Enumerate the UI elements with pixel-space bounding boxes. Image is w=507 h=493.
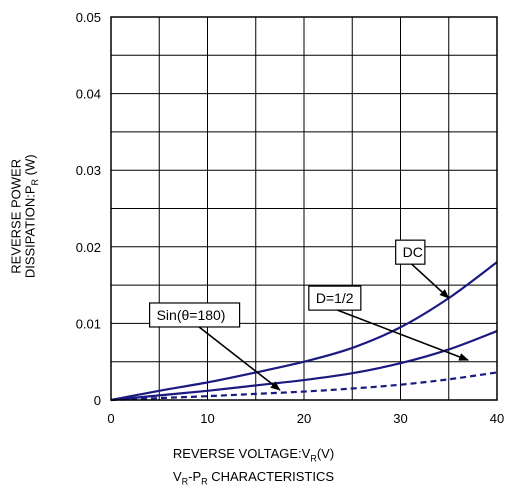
y-axis-label: REVERSE POWER DISSIPATION:PR (W) [8, 154, 43, 279]
series-line-d-1-2 [110, 330, 498, 402]
annotation-box [395, 239, 426, 265]
annotation-arrow [337, 309, 469, 361]
x-tick-label: 20 [297, 411, 311, 426]
annotation-label: DC [403, 244, 423, 260]
y-tick-label: 0.04 [76, 87, 101, 102]
x-tick-label: 40 [490, 411, 504, 426]
series-group [110, 261, 498, 402]
grid [110, 16, 498, 401]
annotation-box [308, 285, 362, 311]
y-axis-label-line1: REVERSE POWER [8, 158, 24, 274]
chart-caption: VR-PR CHARACTERISTICS [172, 469, 335, 487]
plot-frame [110, 16, 498, 401]
y-tick-label: 0.05 [76, 10, 101, 25]
x-axis-label: REVERSE VOLTAGE:VR(V) [172, 446, 335, 464]
annotation-arrow [198, 326, 281, 391]
y-tick-label: 0.02 [76, 240, 101, 255]
y-axis-label-line2: DISSIPATION:PR (W) [22, 154, 41, 279]
x-tick-label: 10 [200, 411, 214, 426]
x-tick-label: 0 [107, 411, 114, 426]
x-tick-label: 30 [393, 411, 407, 426]
annotation-label: D=1/2 [316, 290, 354, 306]
annotations: DC D=1/2 Sin(θ=180) [149, 239, 469, 391]
series-line-dc [110, 261, 498, 402]
annotation-arrow [411, 263, 450, 299]
y-tick-label: 0.03 [76, 163, 101, 178]
series-line-sin-180- [110, 371, 498, 402]
tick-labels: 0 10 20 30 40 0 0.01 0.02 0.03 0.04 0.05 [76, 10, 505, 426]
y-tick-label: 0.01 [76, 316, 101, 331]
annotation-box [149, 302, 241, 328]
plot-border [110, 16, 498, 401]
annotation-label: Sin(θ=180) [157, 307, 226, 323]
y-tick-label: 0 [94, 393, 101, 408]
